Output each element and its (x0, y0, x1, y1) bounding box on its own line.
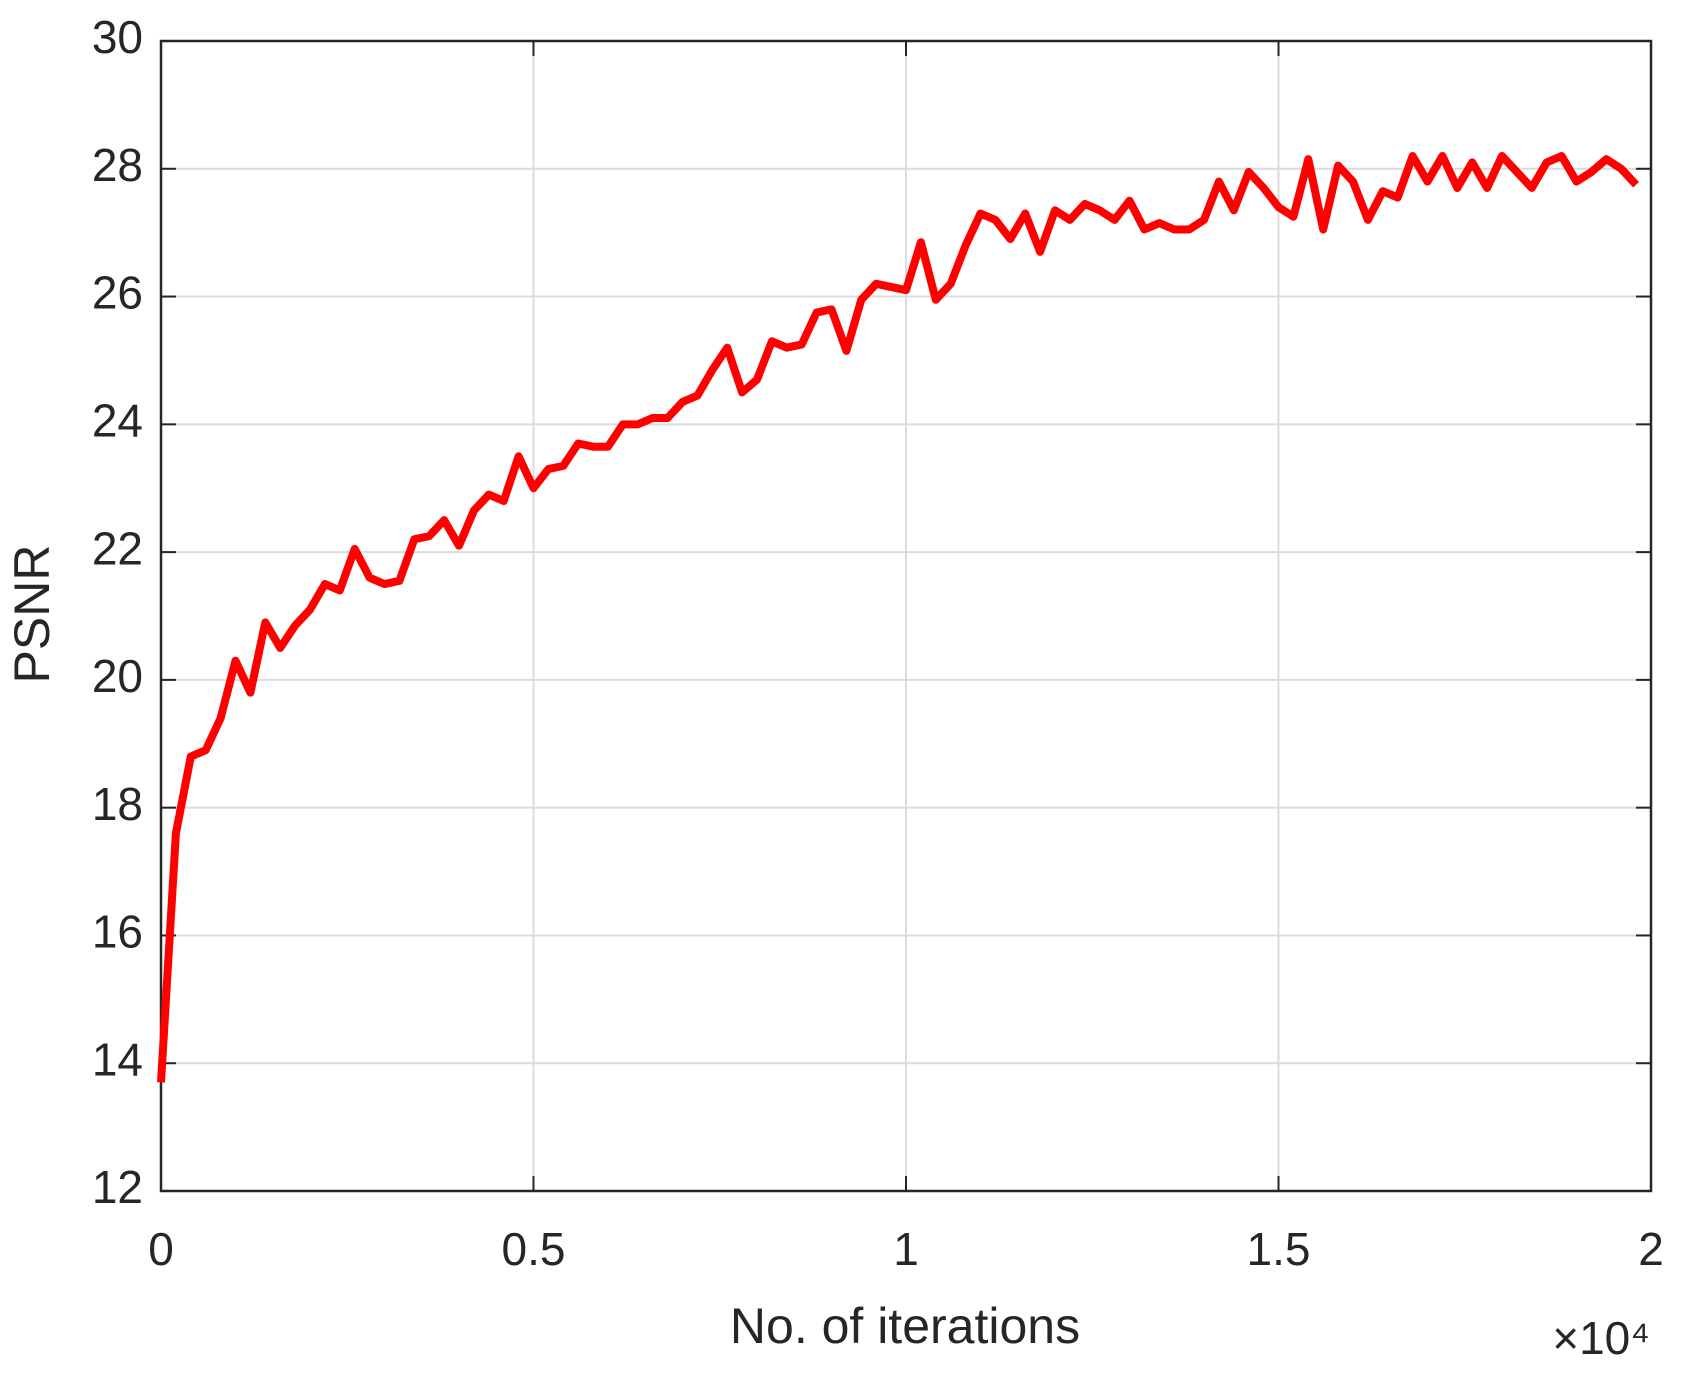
y-tick-label: 20 (92, 650, 143, 702)
x-multiplier: ×10⁴ (1552, 1312, 1650, 1364)
y-tick-label: 24 (92, 394, 143, 446)
y-axis-label: PSNR (4, 545, 60, 684)
y-tick-label: 30 (92, 11, 143, 63)
x-tick-label: 0.5 (502, 1223, 566, 1275)
x-axis-label: No. of iterations (730, 1298, 1080, 1354)
y-tick-label: 22 (92, 522, 143, 574)
x-tick-label: 2 (1638, 1223, 1664, 1275)
plot-frame (159, 39, 1653, 1193)
y-tick-label: 16 (92, 906, 143, 958)
data-line (157, 152, 1640, 1083)
y-tick-label: 28 (92, 139, 143, 191)
y-tick-label: 12 (92, 1161, 143, 1213)
x-tick-label: 1.5 (1247, 1223, 1311, 1275)
y-tick-label: 14 (92, 1033, 143, 1085)
x-tick-label: 1 (893, 1223, 919, 1275)
x-tick-label: 0 (148, 1223, 174, 1275)
y-tick-label: 26 (92, 267, 143, 319)
y-tick-label: 18 (92, 778, 143, 830)
